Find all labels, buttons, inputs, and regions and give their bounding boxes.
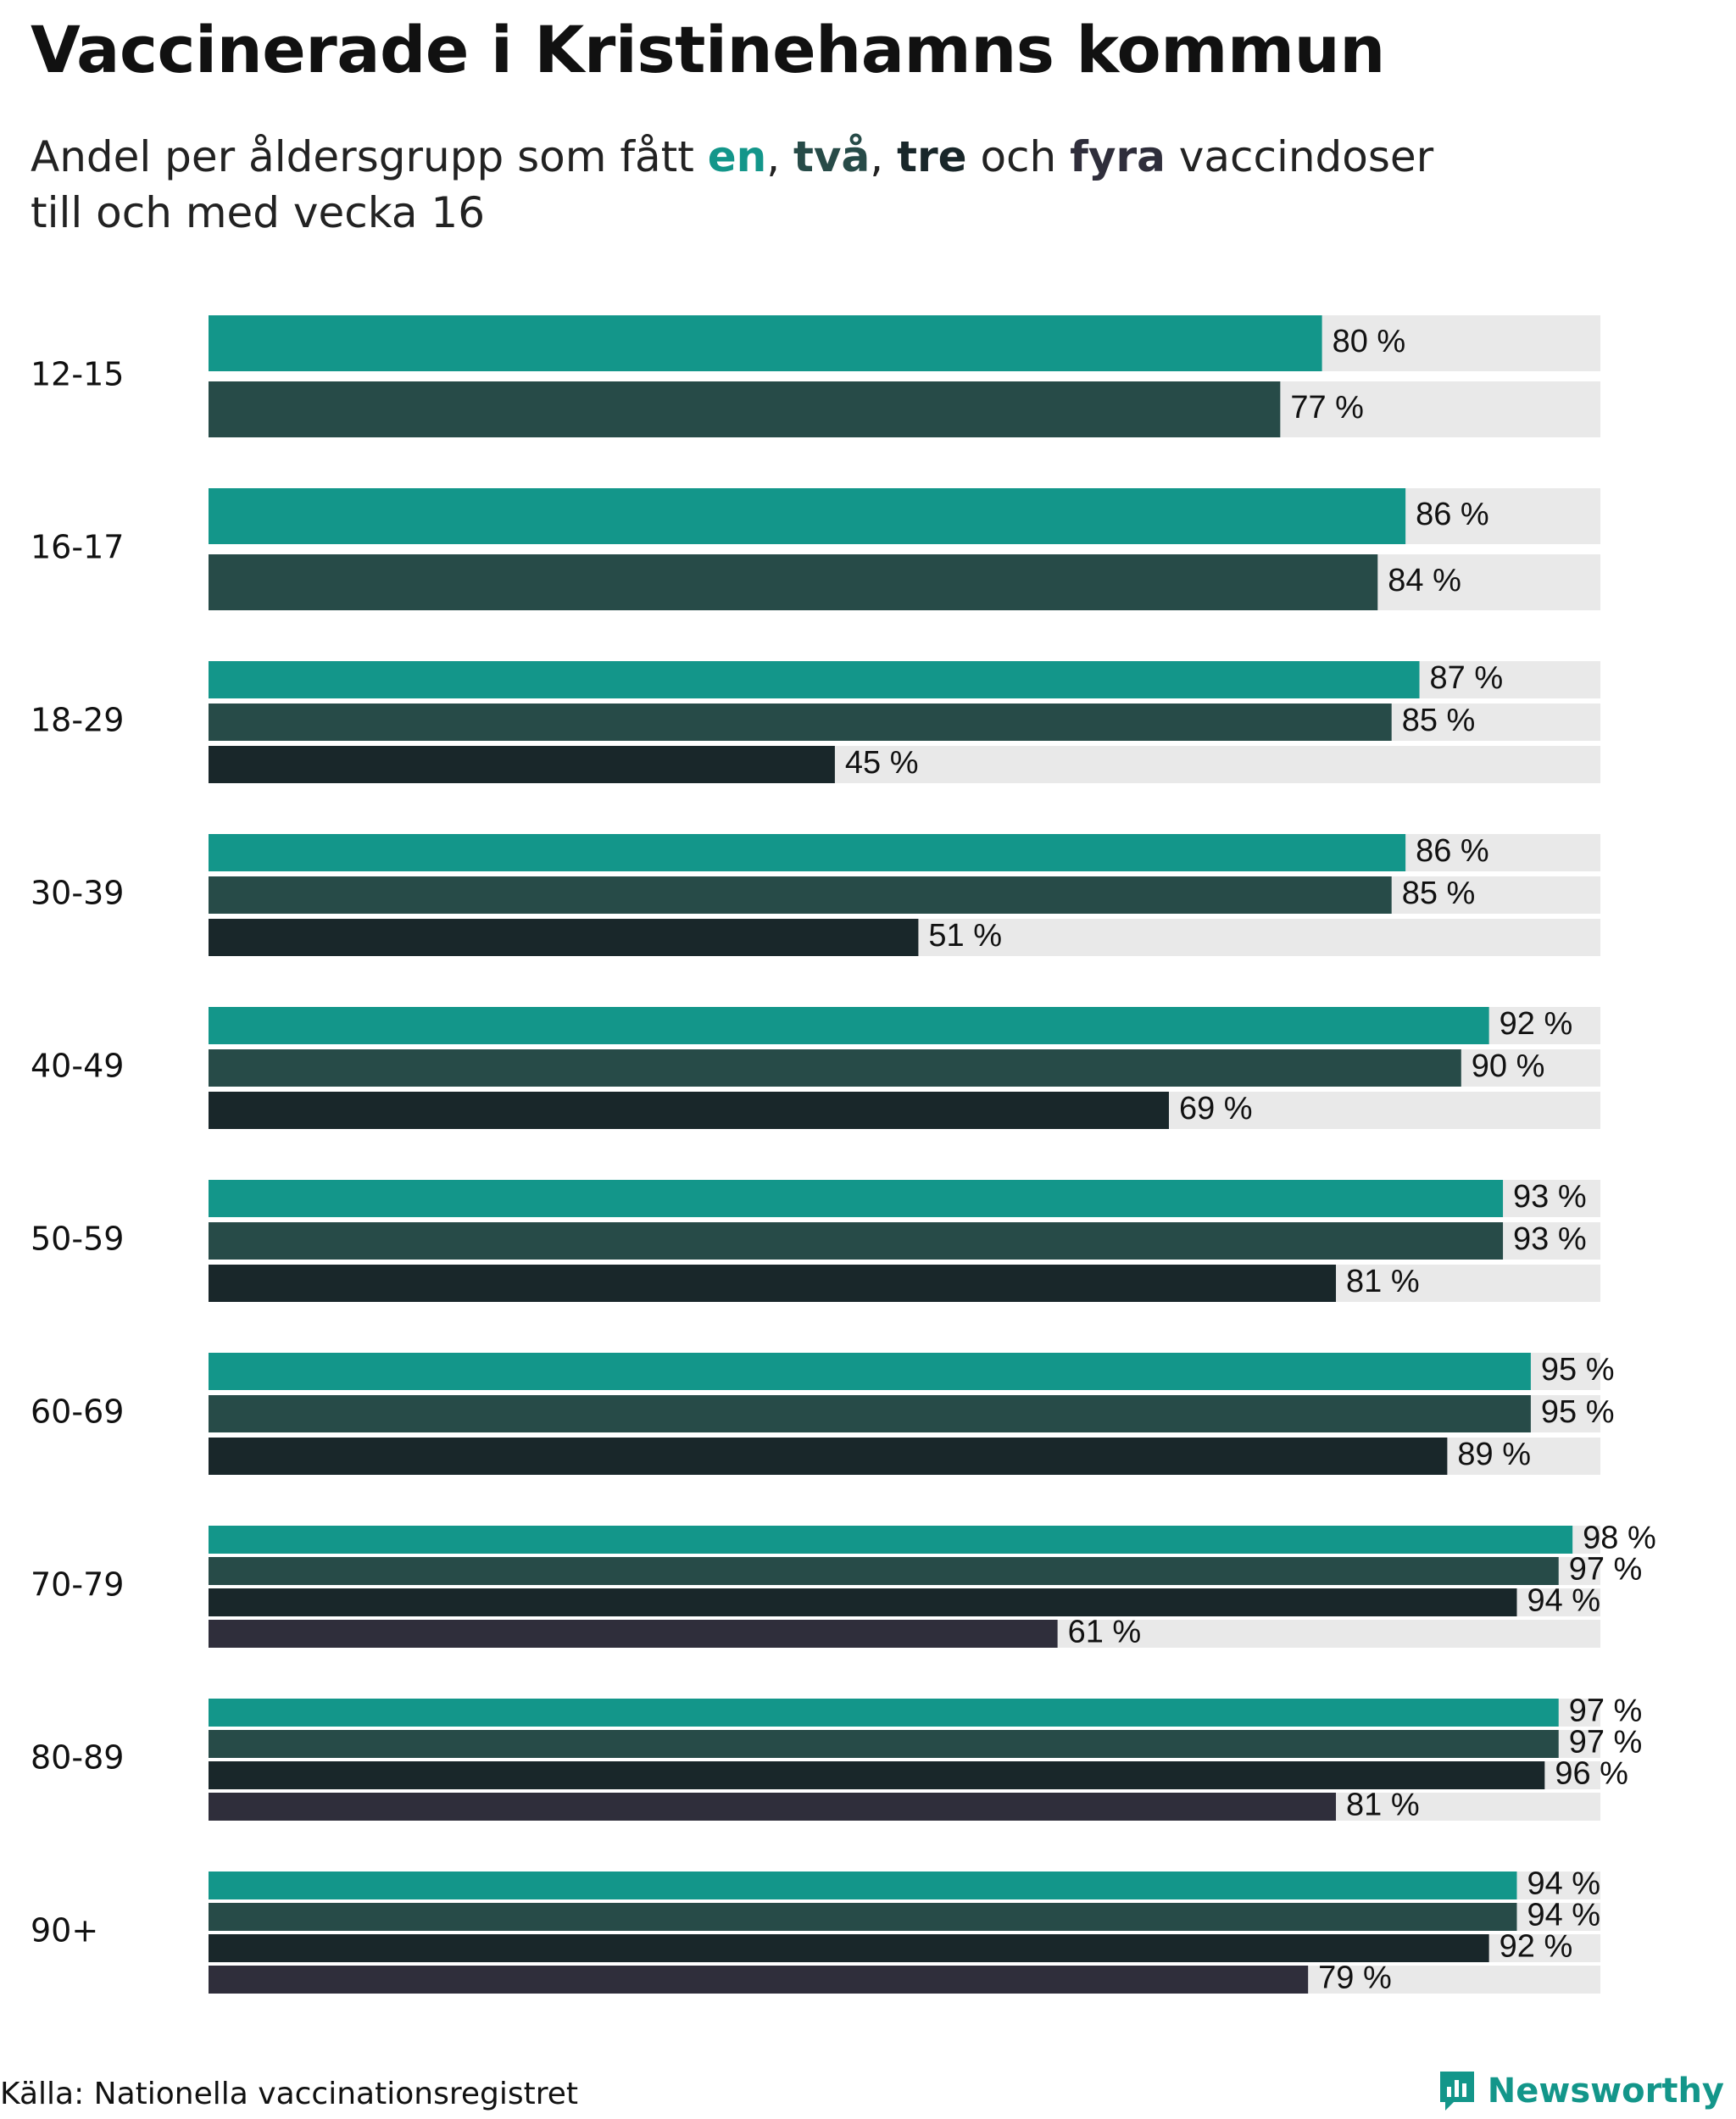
bar-en: [209, 315, 1322, 371]
category-label: 18-29: [31, 702, 124, 739]
bar-value-label: 94 %: [1527, 1898, 1600, 1933]
subtitle-line2: till och med vecka 16: [31, 188, 486, 237]
bar-value-label: 51 %: [928, 918, 1002, 954]
legend-key-tre: tre: [897, 132, 967, 181]
legend-key-en: en: [707, 132, 767, 181]
bar-value-label: 86 %: [1416, 497, 1489, 532]
bar-value-label: 77 %: [1290, 390, 1364, 425]
category-label: 90+: [31, 1912, 98, 1949]
category-label: 16-17: [31, 529, 124, 566]
subtitle-separator: ,: [766, 132, 794, 181]
bar-value-label: 95 %: [1541, 1394, 1615, 1430]
bar-value-label: 96 %: [1555, 1756, 1628, 1792]
bar-en: [209, 661, 1420, 698]
chart-subtitle: Andel per åldersgrupp som fått en, två, …: [31, 129, 1641, 241]
bar-value-label: 86 %: [1416, 833, 1489, 869]
subtitle-conjunction: och: [966, 132, 1071, 181]
bar-value-label: 93 %: [1513, 1179, 1587, 1215]
bar-value-label: 97 %: [1569, 1552, 1643, 1588]
category-label: 70-79: [31, 1566, 124, 1604]
bar-tre: [209, 1438, 1448, 1475]
bar-en: [209, 1526, 1573, 1554]
bar-value-label: 97 %: [1569, 1725, 1643, 1760]
legend-key-tva: två: [793, 132, 871, 181]
bar-value-label: 93 %: [1513, 1221, 1587, 1257]
bar-value-label: 69 %: [1179, 1091, 1253, 1126]
category-label: 60-69: [31, 1393, 124, 1431]
bar-en: [209, 1699, 1559, 1727]
bar-value-label: 94 %: [1527, 1866, 1600, 1902]
bar-två: [209, 1903, 1517, 1931]
bar-en: [209, 834, 1406, 871]
bar-fyra: [209, 1620, 1058, 1648]
bar-tre: [209, 1934, 1489, 1962]
bar-value-label: 45 %: [845, 745, 919, 781]
bar-value-label: 80 %: [1333, 324, 1406, 359]
bar-tre: [209, 746, 835, 783]
bar-två: [209, 381, 1281, 437]
bar-tre: [209, 1265, 1337, 1302]
bar-två: [209, 1049, 1461, 1087]
bar-tre: [209, 1761, 1545, 1789]
bar-value-label: 85 %: [1402, 703, 1476, 738]
category-label: 40-49: [31, 1048, 124, 1085]
bar-två: [209, 1557, 1559, 1585]
bar-value-label: 92 %: [1500, 1006, 1573, 1042]
bar-value-label: 89 %: [1457, 1437, 1531, 1472]
bar-value-label: 61 %: [1068, 1615, 1142, 1650]
bar-value-label: 90 %: [1472, 1048, 1545, 1084]
bar-value-label: 94 %: [1527, 1583, 1600, 1619]
bar-fyra: [209, 1793, 1337, 1821]
bar-en: [209, 1353, 1531, 1390]
brand-name: Newsworthy: [1487, 2072, 1724, 2111]
bar-chart: 12-15 80 % 77 % 16-17 86 % 84 % 18-29 87 % 85 % 4…: [31, 315, 1656, 1996]
newsworthy-logo-icon: [1439, 2072, 1474, 2111]
bar-två: [209, 554, 1378, 610]
category-label: 50-59: [31, 1221, 124, 1258]
category-label: 12-15: [31, 356, 124, 393]
bar-tre: [209, 1588, 1517, 1616]
bar-tre: [209, 1092, 1169, 1129]
bar-value-label: 87 %: [1430, 660, 1504, 696]
bar-en: [209, 1007, 1489, 1044]
subtitle-separator: ,: [870, 132, 898, 181]
subtitle-prefix: Andel per åldersgrupp som fått: [31, 132, 708, 181]
category-label: 80-89: [31, 1739, 124, 1777]
bar-två: [209, 1730, 1559, 1758]
category-label: 30-39: [31, 875, 124, 912]
bar-value-label: 84 %: [1388, 563, 1461, 598]
bar-value-label: 95 %: [1541, 1352, 1615, 1388]
bar-två: [209, 1222, 1504, 1260]
bar-value-label: 97 %: [1569, 1694, 1643, 1729]
bar-en: [209, 488, 1406, 544]
chart-title: Vaccinerade i Kristinehamns kommun: [31, 12, 1385, 87]
bar-två: [209, 876, 1392, 914]
bar-value-label: 92 %: [1500, 1929, 1573, 1965]
bar-value-label: 85 %: [1402, 876, 1476, 911]
bar-value-label: 79 %: [1318, 1960, 1392, 1996]
bar-tre: [209, 919, 919, 956]
bar-fyra: [209, 1966, 1309, 1994]
source-note: Källa: Nationella vaccinationsregistret: [0, 2077, 578, 2111]
bar-en: [209, 1872, 1517, 1899]
legend-key-fyra: fyra: [1070, 132, 1166, 181]
bar-value-label: 81 %: [1346, 1788, 1420, 1823]
brand-logo: Newsworthy: [1437, 2068, 1724, 2114]
bar-två: [209, 704, 1392, 741]
bar-två: [209, 1395, 1531, 1432]
bar-value-label: 98 %: [1583, 1521, 1656, 1556]
bar-en: [209, 1180, 1504, 1217]
subtitle-suffix: vaccindoser: [1165, 132, 1434, 181]
bar-value-label: 81 %: [1346, 1264, 1420, 1299]
